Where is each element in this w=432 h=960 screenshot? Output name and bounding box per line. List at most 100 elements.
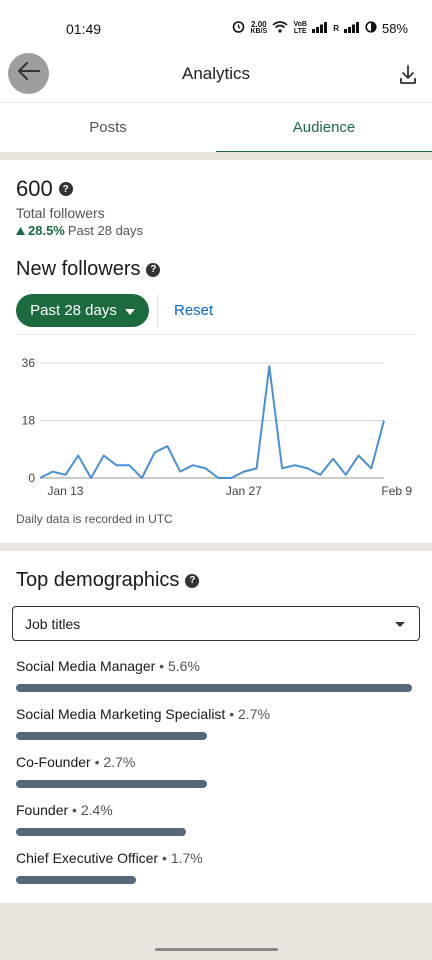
- data-point[interactable]: [331, 456, 336, 461]
- data-point[interactable]: [139, 476, 144, 481]
- section-divider: [0, 152, 432, 160]
- demographic-percent: 2.7%: [238, 706, 270, 722]
- data-point[interactable]: [229, 476, 234, 481]
- download-button[interactable]: [398, 64, 418, 86]
- wifi-icon: [272, 20, 288, 36]
- battery-percent: 58%: [381, 20, 408, 36]
- data-point[interactable]: [190, 463, 195, 468]
- demographic-bar: [16, 876, 136, 884]
- utc-note: Daily data is recorded in UTC: [16, 512, 173, 526]
- new-followers-heading: New followers ?: [16, 258, 161, 281]
- network-speed-unit: KB/S: [250, 28, 268, 35]
- roaming-label: R: [333, 23, 339, 33]
- demographic-percent: 5.6%: [167, 658, 200, 674]
- data-point[interactable]: [382, 418, 387, 423]
- data-point[interactable]: [88, 476, 93, 481]
- demographic-percent: 2.7%: [103, 754, 136, 770]
- help-icon[interactable]: ?: [58, 182, 73, 196]
- demographic-percent: 1.7%: [170, 850, 203, 866]
- data-point[interactable]: [76, 453, 81, 458]
- series-line: [39, 365, 385, 479]
- help-icon[interactable]: ?: [146, 262, 161, 277]
- demographic-bar: [16, 828, 186, 836]
- bottom-spacer: [0, 903, 432, 960]
- followers-total-value: 600: [16, 176, 53, 201]
- data-point[interactable]: [114, 463, 119, 468]
- data-point[interactable]: [178, 469, 183, 474]
- battery-icon: [365, 20, 377, 36]
- demographics-filter-value: Job titles: [25, 616, 81, 632]
- demographic-label: Founder • 2.4%: [16, 802, 113, 818]
- data-point[interactable]: [318, 472, 323, 477]
- data-point[interactable]: [305, 466, 310, 471]
- date-range-button[interactable]: Past 28 days: [16, 294, 149, 327]
- data-point[interactable]: [127, 463, 132, 468]
- data-point[interactable]: [292, 463, 297, 468]
- arrow-left-icon: [17, 61, 41, 86]
- page-title: Analytics: [181, 64, 251, 83]
- demographic-name: Chief Executive Officer: [16, 850, 159, 866]
- top-demographics-title: Top demographics: [16, 569, 180, 591]
- data-point[interactable]: [356, 453, 361, 458]
- data-point[interactable]: [50, 469, 55, 474]
- demographics-filter-select[interactable]: Job titles: [12, 606, 420, 641]
- download-icon: [398, 65, 418, 90]
- filter-rule: [16, 334, 416, 335]
- data-point[interactable]: [101, 453, 106, 458]
- demographic-bar: [16, 684, 412, 692]
- followers-total: 600 ?: [16, 176, 73, 202]
- network-speed: 2.00 KB/S: [250, 20, 268, 36]
- status-time: 01:49: [66, 21, 102, 37]
- data-point[interactable]: [369, 466, 374, 471]
- status-icons: 2.00 KB/S VoB LTE R 58%: [232, 20, 408, 36]
- caret-down-icon: [395, 622, 405, 627]
- data-point[interactable]: [165, 444, 170, 449]
- demographic-label: Co-Founder • 2.7%: [16, 754, 135, 770]
- data-point[interactable]: [280, 466, 285, 471]
- caret-down-icon: [124, 302, 135, 319]
- top-demographics-heading: Top demographics ?: [16, 569, 200, 592]
- network-speed-value: 2.00: [251, 20, 267, 29]
- separator-dot: •: [225, 706, 239, 722]
- tab-audience[interactable]: Audience: [216, 103, 432, 153]
- new-followers-title: New followers: [16, 258, 141, 280]
- y-tick-label: 18: [22, 414, 36, 428]
- new-followers-chart: 0 18 36 Jan 13 Jan 27 Feb 9: [22, 356, 413, 498]
- volte-label: VoB LTE: [293, 21, 307, 35]
- date-range-label: Past 28 days: [30, 302, 117, 319]
- demographic-label: Social Media Marketing Specialist • 2.7%: [16, 706, 270, 722]
- data-point[interactable]: [152, 450, 157, 455]
- data-point[interactable]: [343, 472, 348, 477]
- data-point[interactable]: [241, 469, 246, 474]
- demographic-bar: [16, 732, 207, 740]
- help-icon[interactable]: ?: [185, 573, 200, 588]
- demographic-name: Social Media Manager: [16, 658, 156, 674]
- data-point[interactable]: [254, 466, 259, 471]
- app-header: Analytics: [0, 50, 432, 102]
- separator-dot: •: [68, 802, 81, 818]
- separator-dot: •: [158, 850, 171, 866]
- data-point[interactable]: [63, 472, 68, 477]
- x-tick-label: Feb 9: [381, 484, 412, 498]
- signal-icon: [312, 21, 328, 36]
- data-point[interactable]: [267, 364, 272, 369]
- demographic-label: Social Media Manager • 5.6%: [16, 658, 200, 674]
- tab-posts[interactable]: Posts: [89, 119, 127, 136]
- data-point[interactable]: [216, 476, 221, 481]
- data-point[interactable]: [203, 466, 208, 471]
- home-indicator[interactable]: [155, 948, 278, 951]
- growth-period: Past 28 days: [67, 223, 144, 238]
- reset-button[interactable]: Reset: [174, 302, 214, 319]
- demographic-bar: [16, 780, 207, 788]
- growth-percent: 28.5%: [28, 223, 65, 238]
- separator-dot: •: [155, 658, 168, 674]
- filter-divider: [157, 294, 158, 327]
- data-point[interactable]: [38, 476, 43, 481]
- demographic-percent: 2.4%: [80, 802, 113, 818]
- demographic-name: Co-Founder: [16, 754, 91, 770]
- demographic-name: Founder: [16, 802, 69, 818]
- followers-growth: 28.5% Past 28 days: [16, 223, 143, 238]
- y-tick-label: 36: [22, 356, 36, 370]
- back-button[interactable]: [8, 53, 49, 94]
- separator-dot: •: [90, 754, 104, 770]
